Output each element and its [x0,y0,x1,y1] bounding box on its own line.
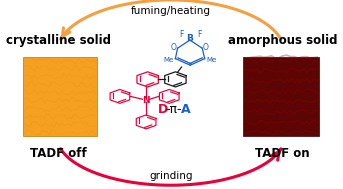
Text: fuming/heating: fuming/heating [131,6,211,16]
Text: B: B [187,34,193,43]
Bar [23,57,97,136]
Text: A: A [181,103,190,116]
Text: TADF off: TADF off [30,147,87,160]
Text: N: N [142,96,150,105]
Text: TADF on: TADF on [255,147,310,160]
Text: amorphous solid: amorphous solid [228,34,337,47]
Text: O: O [171,43,177,52]
Text: Me: Me [206,57,216,63]
Bar [243,57,319,136]
Text: crystalline solid: crystalline solid [6,34,111,47]
Text: O: O [203,43,209,52]
Text: Me: Me [164,57,174,63]
Text: F: F [179,30,184,39]
Text: -π-: -π- [166,103,182,116]
Text: F: F [198,30,202,39]
Text: grinding: grinding [149,171,192,181]
Text: D: D [158,103,168,116]
